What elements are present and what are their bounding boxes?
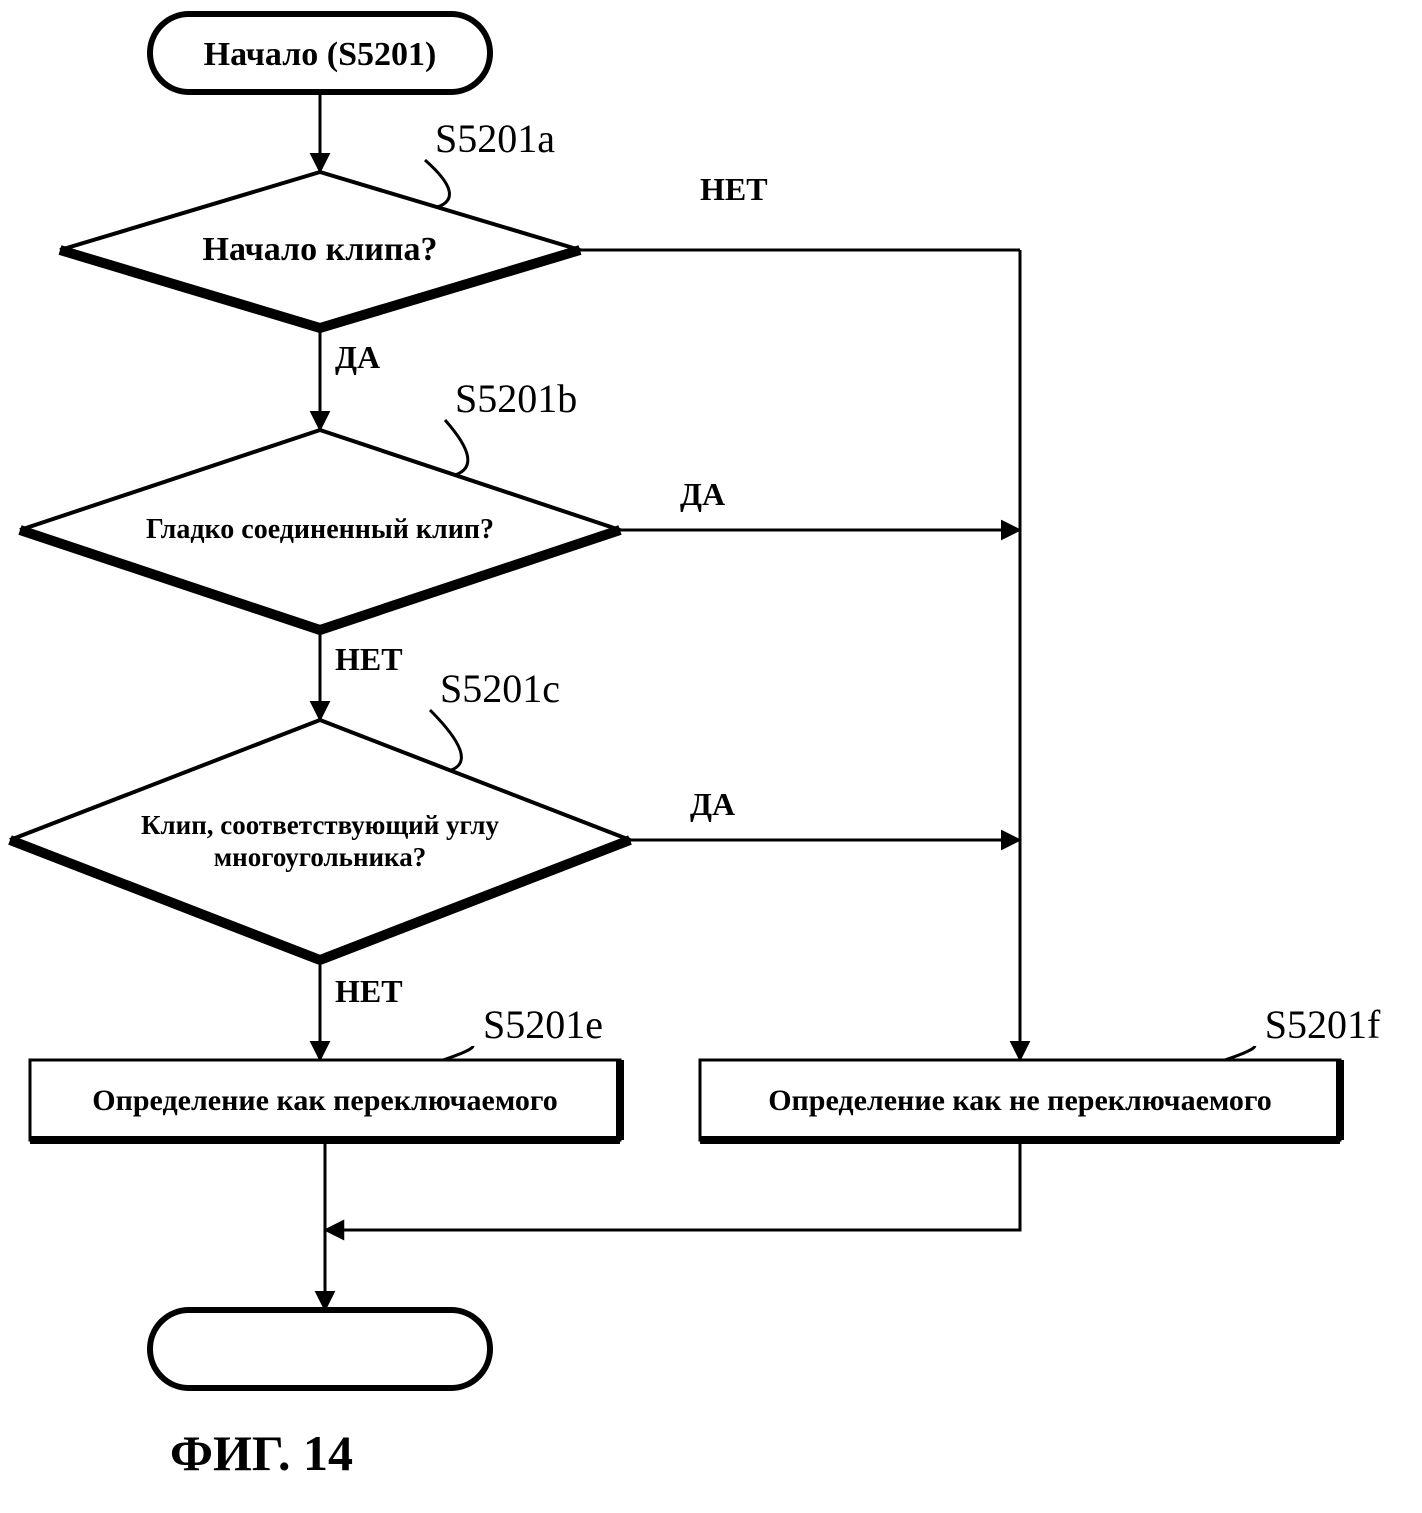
- d3-text2: многоугольника?: [214, 842, 426, 872]
- d3-no-label: НЕТ: [335, 973, 403, 1009]
- d2-no-label: НЕТ: [335, 641, 403, 677]
- d1-no-label: НЕТ: [700, 171, 768, 207]
- decision-d3: [10, 720, 630, 960]
- pe-step-label: S5201e: [483, 1002, 603, 1047]
- edge-pf-join: [325, 1140, 1020, 1230]
- d3-yes-label: ДА: [690, 786, 735, 822]
- d1-yes-label: ДА: [335, 339, 380, 375]
- process-pe-text: Определение как переключаемого: [92, 1084, 558, 1117]
- pf-step-label-leader: [1225, 1046, 1255, 1060]
- d3-step-label: S5201c: [440, 666, 560, 711]
- d1-step-label-leader: [425, 160, 450, 207]
- end-terminator: [150, 1310, 490, 1388]
- start-label: Начало (S5201): [204, 36, 437, 73]
- pe-step-label-leader: [443, 1046, 473, 1060]
- d2-text: Гладко соединенный клип?: [146, 514, 494, 545]
- d3-step-label-leader: [430, 710, 461, 770]
- d3-text1: Клип, соответствующий углу: [141, 810, 500, 840]
- d2-step-label: S5201b: [455, 376, 577, 421]
- d2-yes-label: ДА: [680, 476, 725, 512]
- figure-caption: ФИГ. 14: [170, 1425, 353, 1481]
- d1-step-label: S5201a: [435, 116, 555, 161]
- d2-step-label-leader: [445, 420, 468, 475]
- process-pf-text: Определение как не переключаемого: [768, 1084, 1272, 1117]
- d1-text: Начало клипа?: [203, 231, 438, 268]
- pf-step-label: S5201f: [1265, 1002, 1381, 1047]
